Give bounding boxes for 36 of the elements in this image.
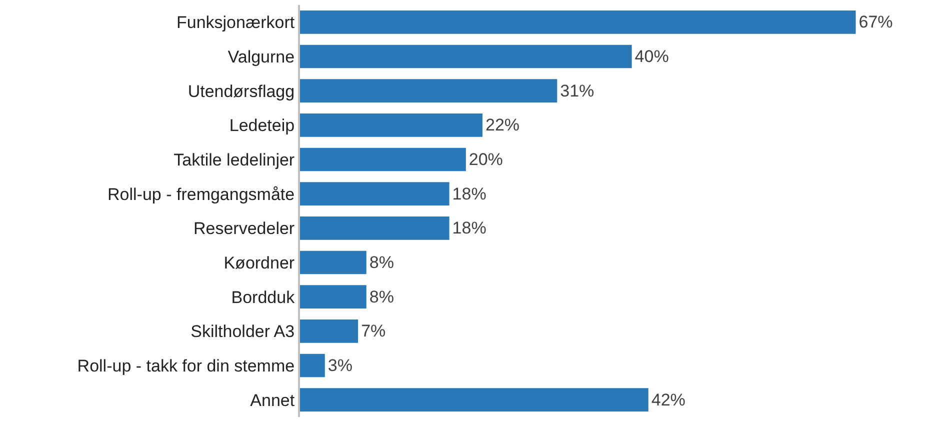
data-label: 8%	[369, 287, 394, 306]
y-tick-label: Utendørsflagg	[188, 82, 295, 101]
bar	[300, 44, 632, 68]
y-tick-label: Køordner	[224, 253, 295, 272]
y-tick-label: Roll-up - takk for din stemme	[77, 356, 295, 376]
bar	[300, 113, 482, 137]
y-tick-label: Taktile ledelinjer	[174, 150, 295, 170]
data-label: 3%	[328, 356, 352, 375]
bar	[300, 10, 856, 34]
data-label: 7%	[361, 322, 386, 341]
bar	[300, 216, 450, 240]
data-label: 42%	[651, 390, 686, 410]
bar	[300, 250, 366, 274]
data-label: 22%	[485, 116, 520, 135]
data-label: 31%	[560, 81, 594, 100]
bar	[300, 148, 466, 172]
y-tick-label: Ledeteip	[229, 116, 295, 136]
bar	[300, 285, 366, 309]
y-tick-label: Roll-up - fremgangsmåte	[108, 184, 295, 204]
data-label: 8%	[369, 253, 394, 272]
bar	[300, 182, 450, 206]
data-label: 20%	[468, 150, 503, 169]
data-label: 40%	[634, 47, 669, 66]
y-tick-label: Annet	[250, 390, 295, 410]
data-label: 67%	[858, 12, 893, 32]
bar	[300, 79, 558, 103]
bar	[300, 354, 325, 378]
y-tick-label: Valgurne	[228, 47, 295, 66]
y-tick-label: Funksjonærkort	[176, 13, 295, 32]
bar	[300, 319, 358, 343]
data-label: 18%	[452, 184, 486, 204]
y-tick-label: Skiltholder A3	[190, 322, 295, 342]
y-tick-label: Reservedeler	[193, 219, 295, 238]
y-tick-label: Bordduk	[231, 288, 296, 307]
data-label: 18%	[452, 218, 486, 238]
bar	[300, 388, 648, 412]
